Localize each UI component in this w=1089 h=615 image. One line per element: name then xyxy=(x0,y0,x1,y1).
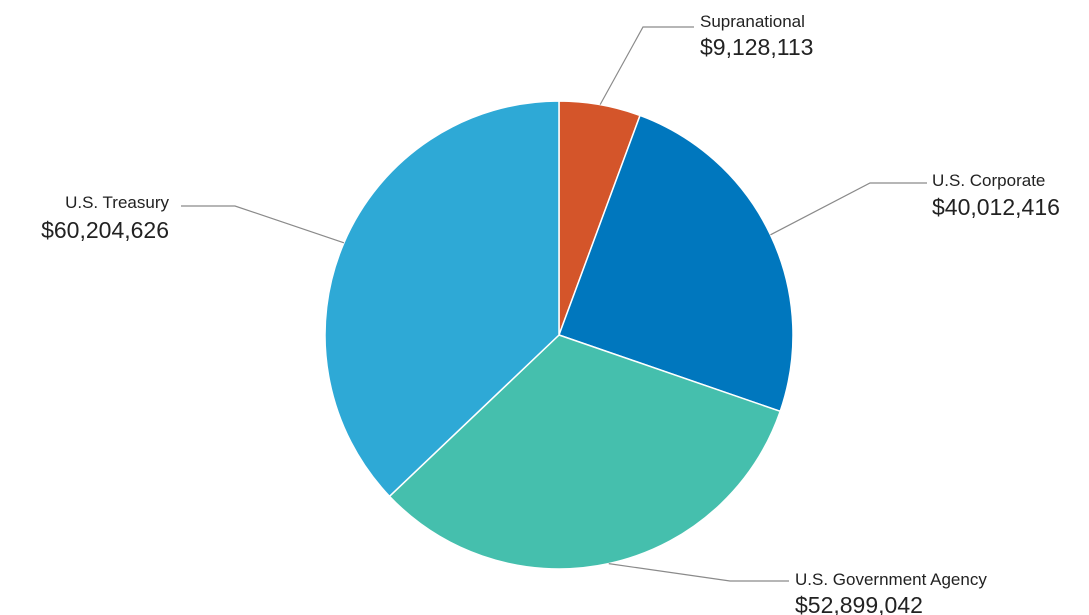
leader-line-u-s-corporate xyxy=(770,182,927,236)
label-supranational-name: Supranational xyxy=(700,12,805,31)
label-us-treasury-name: U.S. Treasury xyxy=(65,193,169,212)
leader-line-supranational xyxy=(599,26,694,105)
label-us-government-agency-name: U.S. Government Agency xyxy=(795,570,987,589)
label-us-corporate-name: U.S. Corporate xyxy=(932,171,1045,190)
pie-slice-u-s-treasury xyxy=(324,100,560,498)
pie-slices xyxy=(324,100,794,570)
label-us-corporate-value: $40,012,416 xyxy=(932,194,1060,220)
leader-lines xyxy=(181,26,927,582)
leader-line-u-s-treasury xyxy=(181,205,345,244)
leader-line-u-s-government-agency xyxy=(608,563,789,582)
label-supranational-value: $9,128,113 xyxy=(700,34,813,60)
label-us-government-agency-value: $52,899,042 xyxy=(795,592,923,615)
pie-slice-u-s-government-agency xyxy=(388,334,782,570)
label-us-treasury-value: $60,204,626 xyxy=(41,217,169,243)
pie-slice-u-s-corporate xyxy=(558,114,794,413)
